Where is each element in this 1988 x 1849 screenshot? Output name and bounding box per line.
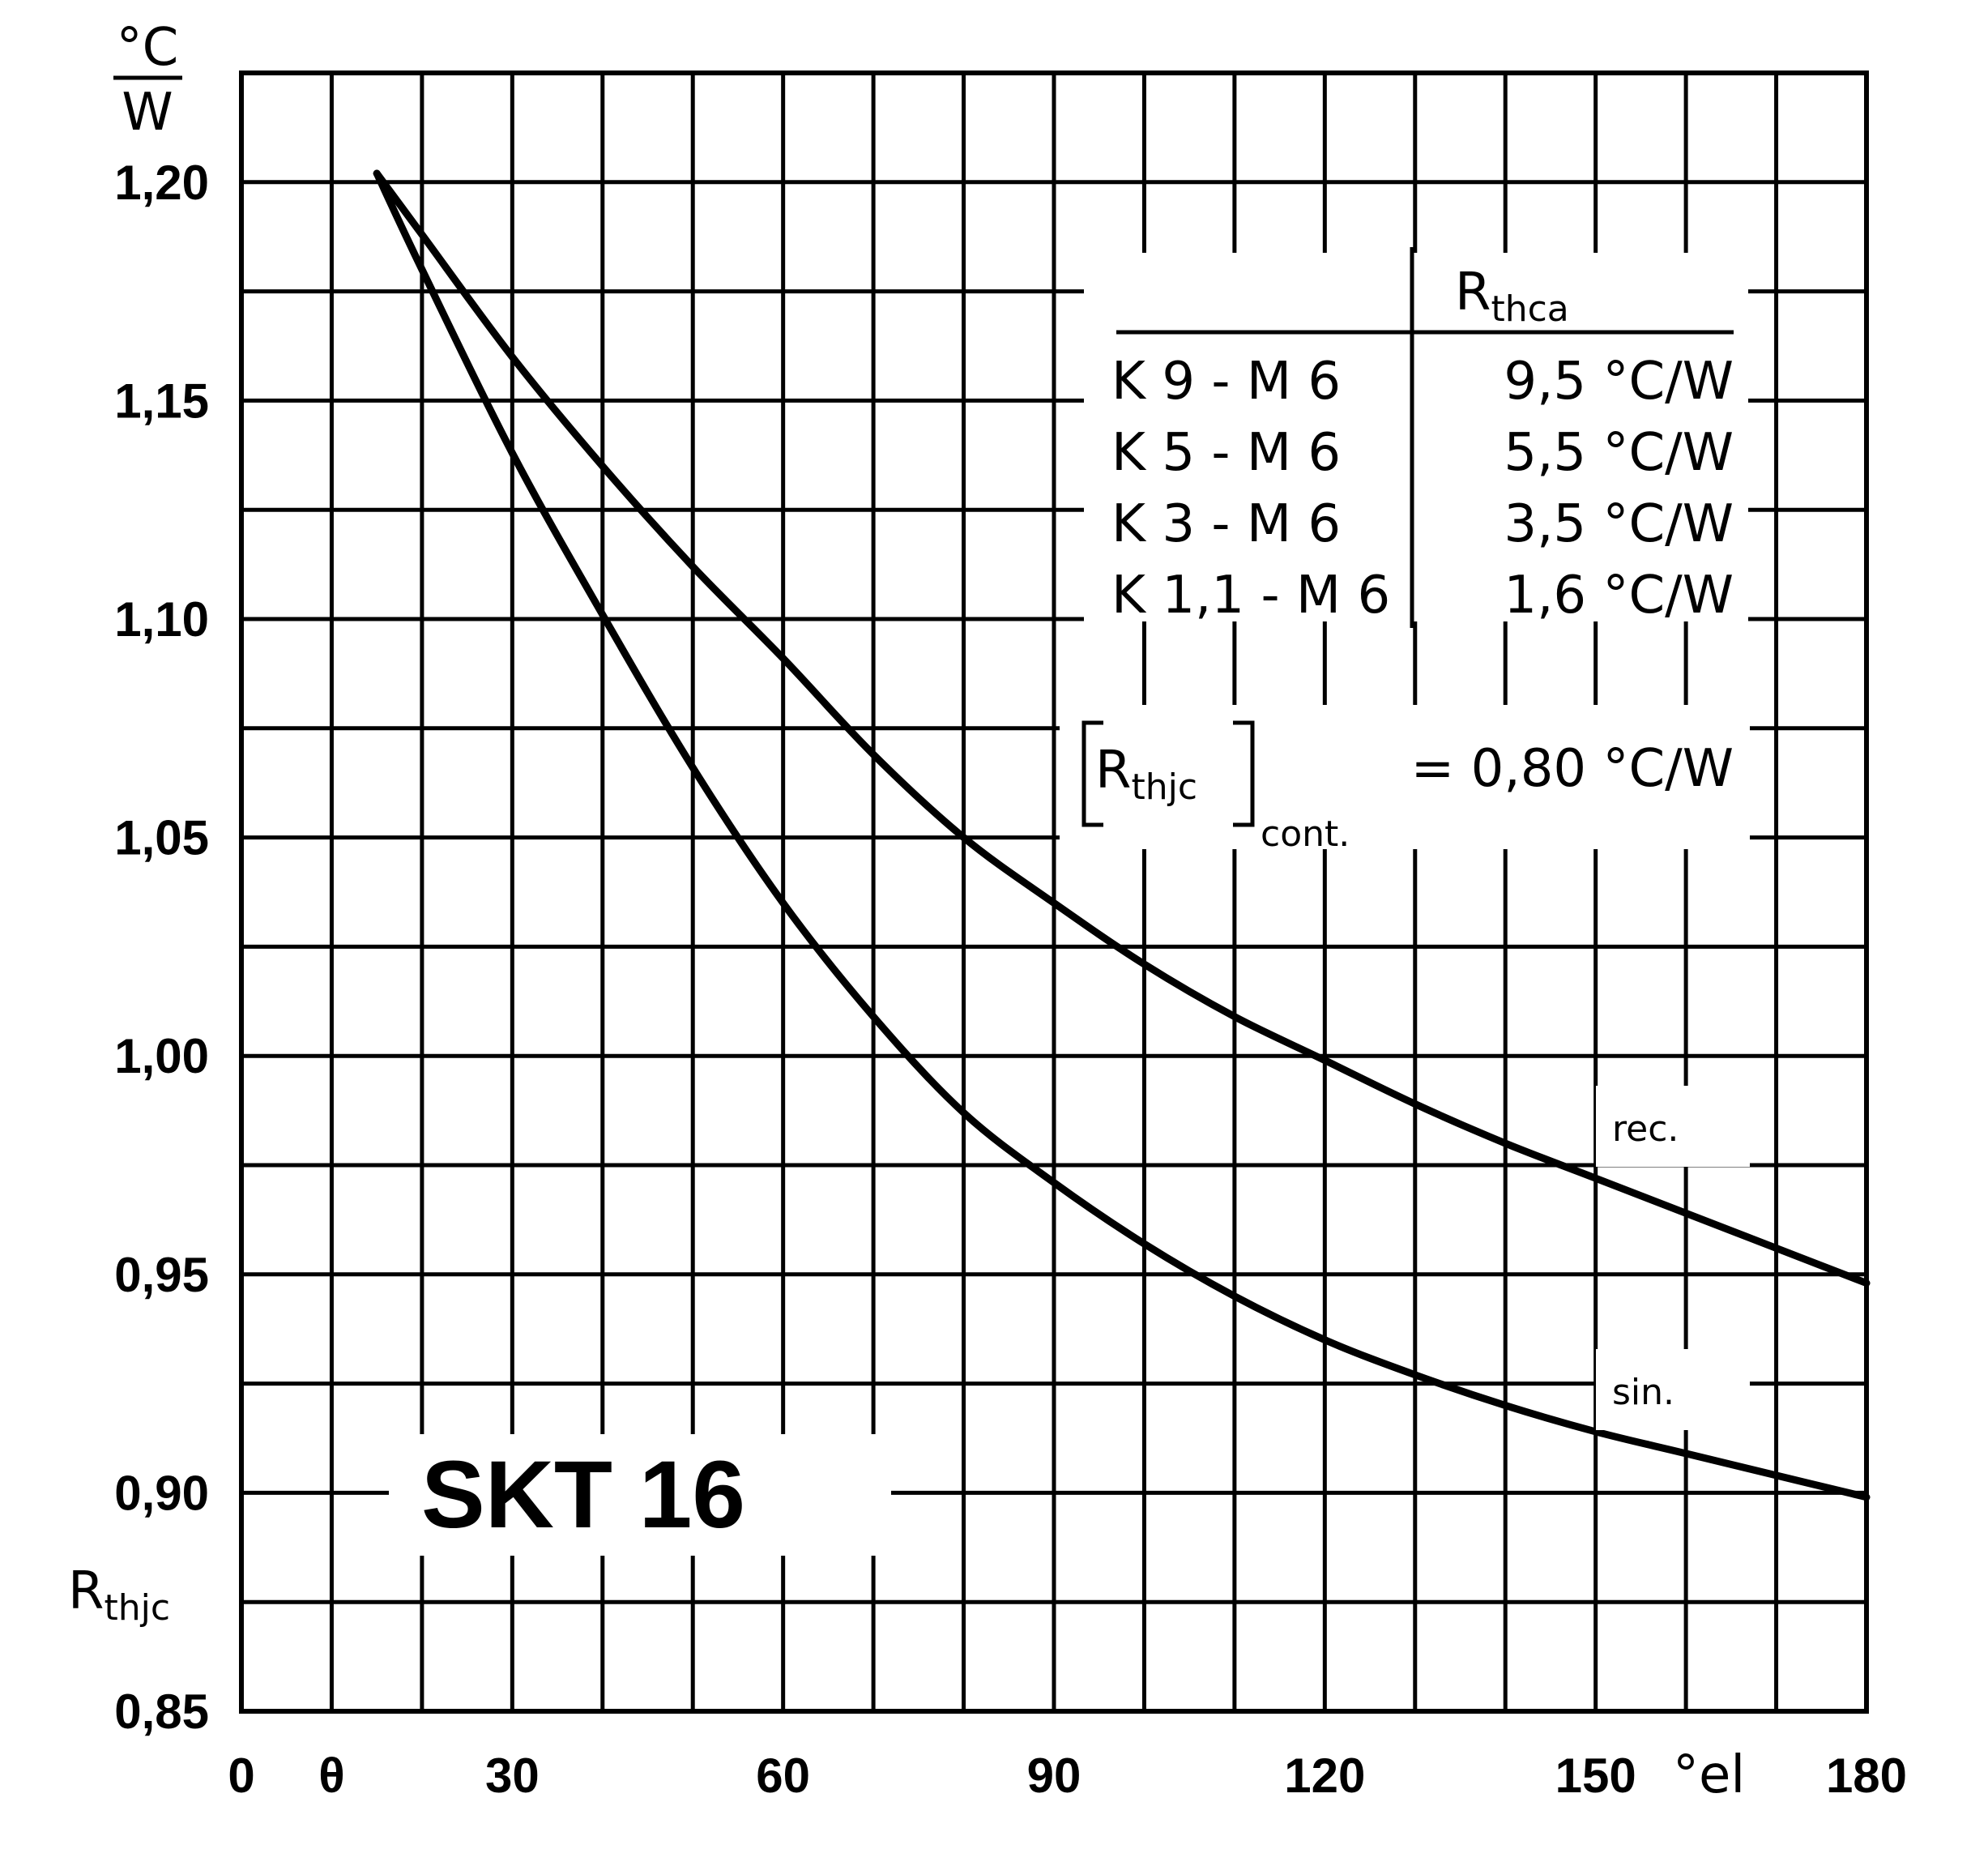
series-line-sin [373,169,1871,1501]
y-unit-denominator: W [122,83,173,143]
x-axis-ticks: 0 30 60 90 120 150 180 θ [228,1749,1907,1803]
y-unit: °C W [113,18,182,143]
rthjc-cont-panel [1060,705,1750,849]
rthca-header: Rthca [1455,263,1569,330]
rthjc-cont-symbol: Rthjc [1095,741,1197,808]
title-panel [389,1434,891,1556]
right-bracket [1233,720,1255,827]
series-label-rec: rec. [1612,1108,1679,1150]
rthca-value-3: 3,5 °C/W [1504,494,1734,554]
x-theta-label: θ [318,1749,344,1803]
y-tick-label: 0,95 [114,1248,209,1302]
rthca-heatsink-4: K 1,1 - M 6 [1111,566,1390,626]
y-tick-label: 0,85 [114,1685,209,1739]
y-unit-numerator: °C [117,18,179,78]
y-tick-label: 1,20 [114,156,209,210]
rthca-value-4: 1,6 °C/W [1504,566,1734,626]
rthca-heatsink-3: K 3 - M 6 [1111,494,1341,554]
x-axis-unit: °el [1673,1745,1745,1805]
x-tick-label: 60 [756,1749,810,1803]
y-tick-label: 0,90 [114,1466,209,1520]
y-tick-label: 1,15 [114,374,209,428]
rthca-table: Rthca K 9 - M 6 9,5 °C/W K 5 - M 6 5,5 °… [1111,247,1734,628]
series-label-sin: sin. [1612,1372,1674,1413]
sin-label-panel [1596,1349,1750,1430]
rthca-value-1: 9,5 °C/W [1504,352,1734,412]
rthjc-cont-annotation: Rthjc cont. = 0,80 °C/W [1081,720,1734,855]
rthca-value-2: 5,5 °C/W [1504,423,1734,483]
rthca-heatsink-2: K 5 - M 6 [1111,423,1341,483]
rthjc-cont-suffix: cont. [1261,813,1350,855]
plot-frame [239,70,1869,1714]
rthca-heatsink-1: K 9 - M 6 [1111,352,1341,412]
y-tick-label: 1,05 [114,811,209,865]
rthjc-cont-value: = 0,80 °C/W [1411,739,1734,799]
y-axis-symbol: Rthjc [68,1561,170,1629]
chart-title: SKT 16 [421,1441,745,1548]
rec-label-panel [1596,1086,1750,1167]
x-tick-label: 180 [1826,1749,1907,1803]
series-line-rec [373,169,1871,1287]
x-tick-label: 30 [485,1749,540,1803]
x-tick-label: 90 [1027,1749,1081,1803]
y-axis-ticks: 0,85 0,90 0,95 1,00 1,05 1,10 1,15 1,20 [114,156,209,1739]
curves [373,169,1871,1501]
left-bracket [1081,720,1103,827]
rthca-table-panel [1084,253,1748,621]
y-tick-label: 1,00 [114,1029,209,1083]
x-tick-label: 120 [1284,1749,1365,1803]
x-tick-label: 0 [228,1749,254,1803]
y-tick-label: 1,10 [114,592,209,647]
x-tick-label: 150 [1555,1749,1636,1803]
